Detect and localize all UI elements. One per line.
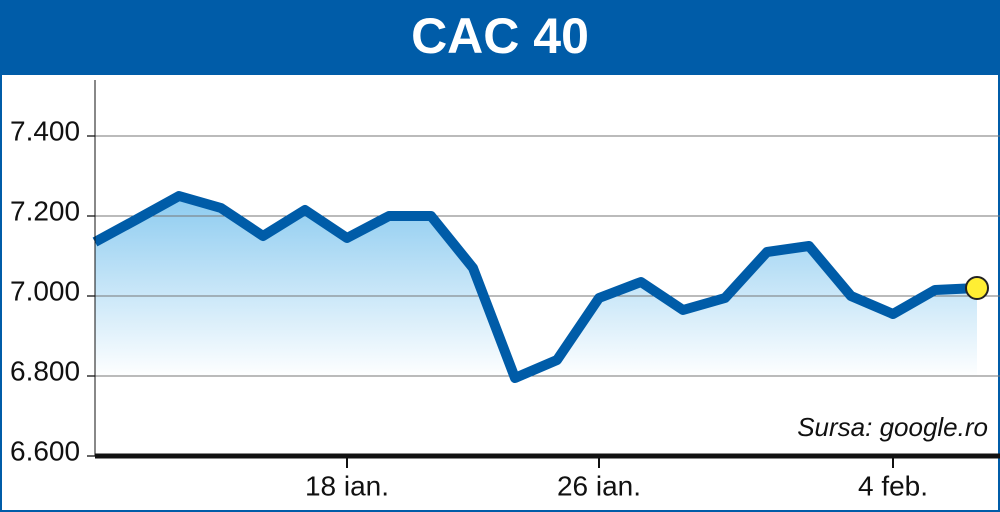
y-tick-label: 7.400: [10, 115, 80, 146]
source: Sursa: google.ro: [797, 412, 988, 442]
header: [0, 0, 1000, 75]
y-tick-label: 6.800: [10, 355, 80, 386]
x-tick-label: 26 ian.: [557, 470, 641, 501]
y-tick-label: 7.000: [10, 275, 80, 306]
chart-title: CAC 40: [411, 8, 589, 64]
line: [92, 191, 978, 383]
y-tick-label: 7.200: [10, 195, 80, 226]
last-point: [965, 276, 989, 300]
x-tick-label: 4 feb.: [858, 470, 928, 501]
x-tick-label: 18 ian.: [305, 470, 389, 501]
area: [95, 196, 977, 378]
y-tick-label: 6.600: [10, 435, 80, 466]
